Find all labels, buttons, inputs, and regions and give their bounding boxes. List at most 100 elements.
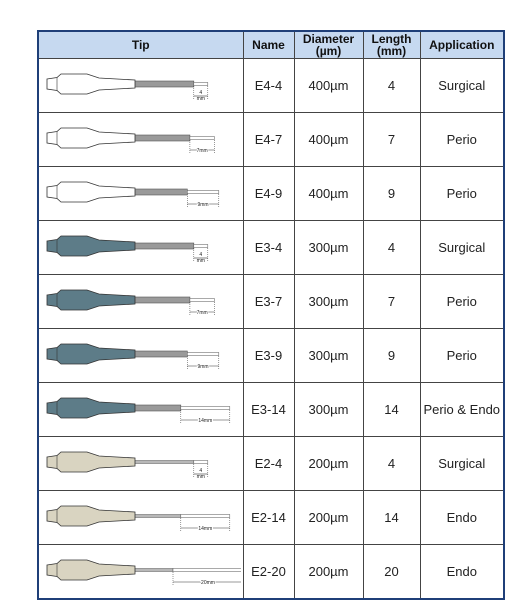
tip-cell: 9mm — [37, 166, 244, 221]
tip-cell: 4 mm — [37, 220, 244, 275]
tip-handle — [46, 505, 136, 527]
name-text: E4-9 — [254, 186, 283, 201]
table-row: 20mm E2-20 200µm 20 Endo — [37, 544, 505, 600]
diameter-text: 400µm — [308, 78, 349, 93]
diameter-text: 300µm — [308, 402, 349, 417]
length-text: 9 — [387, 186, 396, 201]
length-cell: 9 — [362, 328, 421, 383]
table-row: 4 mm E3-4 300µm 4 Surgical — [37, 220, 505, 275]
application-cell: Perio — [419, 166, 505, 221]
tip-handle — [46, 127, 136, 149]
name-cell: E2-14 — [242, 490, 295, 545]
diameter-cell: 200µm — [293, 490, 364, 545]
length-text: 7 — [387, 294, 396, 309]
tip-handle — [46, 343, 136, 365]
name-cell: E2-20 — [242, 544, 295, 600]
header-cell: Length (mm) — [362, 30, 421, 59]
table-row: 7mm E3-7 300µm 7 Perio — [37, 274, 505, 329]
diameter-text: 300µm — [308, 294, 349, 309]
tip-illustration: 7mm — [46, 289, 215, 317]
tip-sleeve — [132, 80, 194, 88]
header-text: Application — [429, 38, 495, 52]
application-text: Endo — [446, 510, 477, 525]
dim-label: mm — [196, 96, 204, 102]
tip-fiber — [193, 82, 208, 86]
application-text: Perio — [446, 186, 477, 201]
name-text: E3-14 — [251, 402, 286, 417]
tip-illustration: 4mm — [46, 73, 208, 102]
tip-cell: 9mm — [37, 328, 244, 383]
header-text: Diameter — [302, 32, 355, 46]
application-cell: Endo — [419, 490, 505, 545]
dim-label: 4 — [199, 468, 202, 474]
tip-illustration: 9mm — [46, 343, 219, 371]
header-text: Name — [252, 38, 285, 52]
tip-fiber — [180, 406, 230, 410]
dim-label: 4 — [199, 252, 202, 258]
length-text: 14 — [384, 510, 399, 525]
name-text: E4-7 — [254, 132, 283, 147]
diameter-text: 200µm — [308, 456, 349, 471]
tip-cell: 7mm — [37, 112, 244, 167]
application-text: Perio — [446, 132, 477, 147]
tip-fiber — [172, 568, 243, 572]
name-text: E3-9 — [254, 348, 283, 363]
diameter-cell: 300µm — [293, 382, 364, 437]
dim-label: mm — [196, 258, 204, 264]
header-row: Tip Name Diameter (µm) Length (mm) Application — [37, 30, 505, 59]
tip-handle — [46, 289, 136, 311]
application-cell: Surgical — [419, 58, 505, 113]
application-cell: Perio — [419, 274, 505, 329]
tip-cell: 7mm — [37, 274, 244, 329]
application-cell: Surgical — [419, 436, 505, 491]
application-text: Perio — [446, 294, 477, 309]
length-text: 4 — [387, 78, 396, 93]
length-cell: 7 — [362, 274, 421, 329]
dim-label: 14mm — [198, 418, 212, 424]
application-text: Surgical — [438, 78, 486, 93]
tip-sleeve — [132, 242, 194, 250]
diameter-text: 200µm — [308, 510, 349, 525]
tip-sleeve — [132, 188, 188, 196]
table-body: 4 mm E4-4 400µm 4 Surgical 7mm E4-7 400µm 7 Perio 9… — [37, 58, 505, 600]
application-cell: Perio — [419, 112, 505, 167]
application-cell: Perio — [419, 328, 505, 383]
name-text: E2-14 — [251, 510, 286, 525]
table-row: 9mm E4-9 400µm 9 Perio — [37, 166, 505, 221]
tip-sleeve — [132, 296, 190, 304]
tip-sleeve — [132, 350, 188, 358]
diameter-text: 300µm — [308, 240, 349, 255]
tip-illustration: 14mm — [46, 397, 230, 425]
tip-handle — [46, 451, 136, 473]
diameter-cell: 300µm — [293, 328, 364, 383]
length-text: 20 — [384, 564, 399, 579]
length-text: 9 — [387, 348, 396, 363]
application-cell: Perio & Endo — [419, 382, 505, 437]
length-text: 14 — [384, 402, 399, 417]
tip-fiber — [189, 136, 215, 140]
header-text: Length — [371, 32, 412, 46]
tip-fiber — [186, 190, 219, 194]
diameter-text: 300µm — [308, 348, 349, 363]
tip-fiber — [193, 244, 208, 248]
diameter-cell: 400µm — [293, 58, 364, 113]
tip-cell: 14mm — [37, 382, 244, 437]
application-text: Perio — [446, 348, 477, 363]
tip-handle — [46, 73, 136, 95]
length-cell: 14 — [362, 382, 421, 437]
dim-label: 7mm — [196, 148, 207, 154]
diameter-text: 200µm — [308, 564, 349, 579]
tip-cell: 14mm — [37, 490, 244, 545]
tip-illustration: 9mm — [46, 181, 219, 209]
tip-fiber — [193, 460, 208, 464]
diameter-cell: 400µm — [293, 166, 364, 221]
diameter-cell: 400µm — [293, 112, 364, 167]
length-cell: 7 — [362, 112, 421, 167]
tip-illustration: 20mm — [46, 559, 243, 587]
header-cell: Application — [419, 30, 505, 59]
table-row: 14mm E3-14 300µm 14 Perio & Endo — [37, 382, 505, 437]
length-cell: 4 — [362, 220, 421, 275]
diameter-cell: 200µm — [293, 544, 364, 600]
dim-label: 4 — [199, 90, 202, 96]
